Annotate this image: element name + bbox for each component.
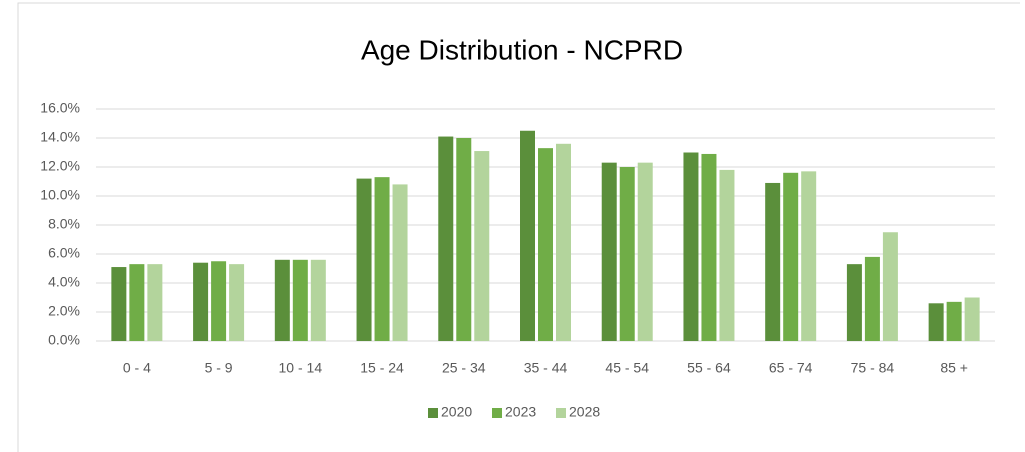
bar <box>846 264 862 341</box>
x-tick-label: 85 + <box>940 360 968 376</box>
chart-title: Age Distribution - NCPRD <box>361 34 683 65</box>
bar <box>520 130 535 341</box>
bar <box>765 182 781 341</box>
y-tick-label: 2.0% <box>48 303 80 319</box>
bar <box>456 138 472 341</box>
x-tick-label: 5 - 9 <box>205 360 233 376</box>
y-tick-label: 0.0% <box>48 332 80 348</box>
y-tick-label: 14.0% <box>40 129 80 145</box>
bar <box>310 259 326 341</box>
y-tick-label: 10.0% <box>40 187 80 203</box>
bar <box>783 172 799 341</box>
bar <box>946 301 962 341</box>
bar <box>147 264 163 341</box>
x-tick-label: 10 - 14 <box>279 360 323 376</box>
bar <box>864 256 880 341</box>
bar <box>556 143 571 341</box>
x-tick-label: 35 - 44 <box>524 360 568 376</box>
bar <box>637 162 653 341</box>
x-tick-label: 25 - 34 <box>442 360 486 376</box>
bar <box>882 232 898 341</box>
bar <box>129 264 145 341</box>
bar <box>719 169 735 341</box>
x-tick-label: 15 - 24 <box>360 360 404 376</box>
bar <box>374 177 390 341</box>
bar <box>111 267 127 341</box>
bar <box>211 261 227 341</box>
x-tick-label: 75 - 84 <box>851 360 895 376</box>
bar <box>928 303 944 341</box>
bar <box>438 136 454 341</box>
x-tick-label: 0 - 4 <box>123 360 151 376</box>
legend-label: 2023 <box>505 404 536 420</box>
legend-label: 2020 <box>441 404 472 420</box>
bar <box>801 171 817 341</box>
legend-swatch <box>556 408 566 418</box>
x-tick-label: 55 - 64 <box>687 360 731 376</box>
legend-label: 2028 <box>569 404 600 420</box>
y-tick-label: 6.0% <box>48 245 80 261</box>
bar <box>683 152 699 341</box>
frame <box>17 2 1020 452</box>
x-tick-label: 45 - 54 <box>605 360 649 376</box>
y-tick-label: 8.0% <box>48 216 80 232</box>
bar <box>356 178 372 341</box>
bar <box>392 184 408 341</box>
bar <box>274 259 290 341</box>
legend-swatch <box>428 408 438 418</box>
bar <box>474 151 490 341</box>
bar <box>964 297 980 341</box>
legend-swatch <box>492 408 502 418</box>
bar <box>292 259 308 341</box>
y-tick-label: 16.0% <box>40 100 80 116</box>
x-tick-label: 65 - 74 <box>769 360 813 376</box>
y-tick-label: 4.0% <box>48 274 80 290</box>
bar <box>601 162 617 341</box>
y-tick-label: 12.0% <box>40 158 80 174</box>
bar <box>619 167 635 341</box>
bar <box>701 153 717 341</box>
bar <box>229 264 245 341</box>
bar <box>538 148 553 341</box>
bar <box>193 262 209 341</box>
